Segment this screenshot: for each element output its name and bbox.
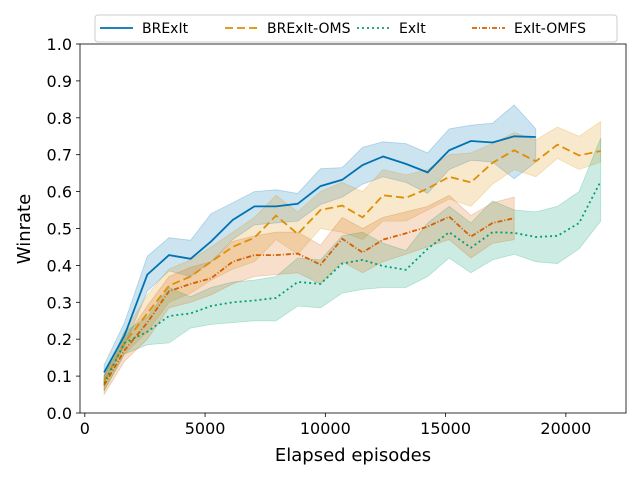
x-tick-label: 0 <box>80 419 90 438</box>
legend-entry: ExIt-OMFS <box>472 21 586 37</box>
y-axis-ticks: 0.0 0.1 0.2 0.3 0.4 0.5 0.6 0.7 0.8 0.9 1.0 <box>47 35 80 423</box>
line-series-1 <box>103 143 601 383</box>
legend-entry: BRExIt-OMS <box>225 21 351 37</box>
legend-label: ExIt <box>399 21 426 37</box>
x-tick-label: 5000 <box>185 419 226 438</box>
legend-label: BRExIt-OMS <box>267 21 351 37</box>
line-series-0 <box>103 135 536 373</box>
y-tick-label: 0.1 <box>47 367 72 386</box>
legend-frame <box>94 14 618 43</box>
line-series-3 <box>103 215 515 386</box>
y-tick-label: 0.5 <box>47 220 72 239</box>
band-series-2 <box>103 137 602 392</box>
y-tick-label: 0.3 <box>47 293 72 312</box>
band-series-1 <box>103 120 602 392</box>
y-tick-label: 0.2 <box>47 330 72 349</box>
y-tick-label: 0.4 <box>47 256 72 275</box>
y-tick-label: 0.7 <box>47 146 72 165</box>
x-tick-label: 15000 <box>420 419 471 438</box>
y-tick-label: 0.9 <box>47 72 72 91</box>
confidence-bands <box>103 104 602 397</box>
y-tick-label: 0.0 <box>47 404 72 423</box>
x-axis-title: Elapsed episodes <box>275 445 431 466</box>
legend-entry: ExIt <box>357 21 426 37</box>
y-axis-title: Winrate <box>14 194 35 264</box>
x-tick-label: 20000 <box>540 419 591 438</box>
legend-label: ExIt-OMFS <box>514 21 586 37</box>
x-axis-ticks: 0 5000 10000 15000 20000 <box>80 413 591 438</box>
y-tick-label: 0.8 <box>47 109 72 128</box>
band-series-3 <box>103 194 515 397</box>
legend: BRExIt BRExIt-OMS ExIt ExIt-OMFS <box>94 14 618 43</box>
legend-label: BRExIt <box>142 21 189 37</box>
y-tick-label: 0.6 <box>47 183 72 202</box>
x-tick-label: 10000 <box>300 419 351 438</box>
y-tick-label: 1.0 <box>47 35 72 54</box>
line-series-2 <box>103 180 602 384</box>
series-lines <box>103 135 602 386</box>
legend-entry: BRExIt <box>100 21 189 37</box>
